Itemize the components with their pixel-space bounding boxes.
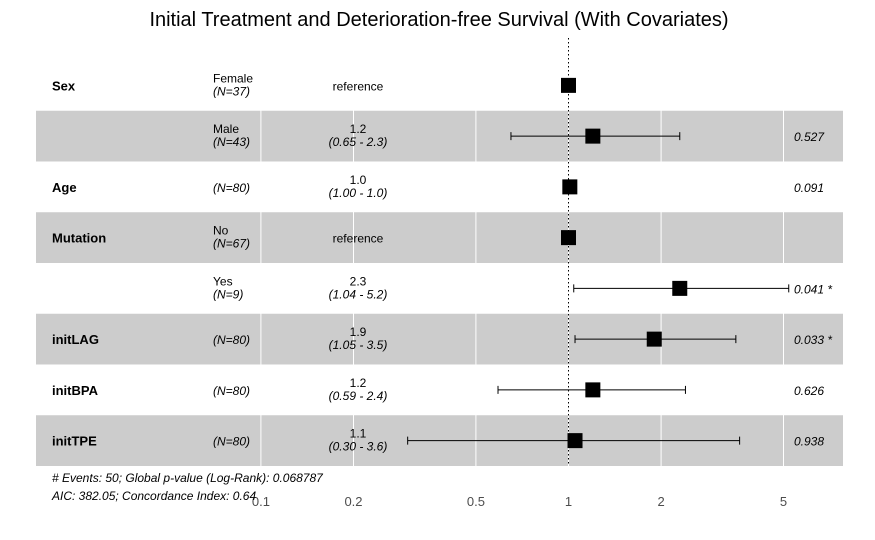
p-value-label: 0.527 — [794, 130, 825, 144]
forest-row: initBPA (N=80) 1.2(0.59 - 2.4) 0.626 — [52, 376, 824, 403]
row-band — [36, 212, 843, 263]
p-value-label: 0.091 — [794, 181, 824, 195]
x-axis-ticks: 0.1 0.2 0.5 1 2 5 — [252, 494, 787, 509]
x-tick-label: 5 — [780, 494, 787, 509]
level-label: Male — [213, 122, 239, 136]
forest-row: Yes(N=9) 2.3(1.04 - 5.2) 0.041 * — [213, 274, 832, 301]
forest-row: Age (N=80) 1.0(1.00 - 1.0) 0.091 — [52, 173, 824, 200]
hazard-ratio-point — [585, 128, 601, 144]
hazard-ratio-point — [562, 179, 578, 195]
n-label: (N=9) — [213, 287, 243, 301]
ci-label: (0.65 - 2.3) — [329, 135, 388, 149]
row-band — [36, 110, 843, 162]
p-value-label: 0.041 * — [794, 282, 832, 296]
forest-row: Sex Female(N=37) reference — [52, 71, 576, 98]
forest-row: initLAG (N=80) 1.9(1.05 - 3.5) 0.033 * — [52, 325, 832, 352]
variable-label: Age — [52, 180, 77, 195]
chart-title: Initial Treatment and Deterioration-free… — [149, 9, 728, 31]
forest-row: Mutation No(N=67) reference — [52, 224, 576, 251]
ci-label: (0.59 - 2.4) — [329, 389, 388, 403]
estimate-label: 1.2 — [350, 376, 367, 390]
n-label: (N=43) — [213, 135, 250, 149]
level-label: No — [213, 224, 229, 238]
level-label: Yes — [213, 274, 233, 288]
n-label: (N=80) — [213, 181, 250, 195]
p-value-label: 0.626 — [794, 384, 824, 398]
gridlines — [260, 38, 784, 466]
estimate-label: 1.9 — [350, 325, 367, 339]
variable-label: initTPE — [52, 434, 97, 449]
variable-label: initLAG — [52, 332, 99, 347]
forest-row: Male(N=43) 1.2(0.65 - 2.3) 0.527 — [213, 122, 825, 149]
level-label: Female — [213, 71, 253, 85]
hazard-ratio-point — [646, 331, 662, 347]
n-label: (N=67) — [213, 237, 250, 251]
rows: Sex Female(N=37) referenceMale(N=43)1.2(0.… — [52, 71, 832, 453]
x-tick-label: 1 — [565, 494, 572, 509]
ci-label: (0.30 - 3.6) — [329, 440, 388, 454]
ci-label: (1.00 - 1.0) — [329, 186, 388, 200]
n-label: (N=80) — [213, 384, 250, 398]
variable-label: Mutation — [52, 231, 106, 246]
x-tick-label: 2 — [657, 494, 664, 509]
n-label: (N=80) — [213, 435, 250, 449]
footnote-aic: AIC: 382.05; Concordance Index: 0.64 — [51, 489, 256, 503]
p-value-label: 0.033 * — [794, 333, 832, 347]
ci-label: (1.04 - 5.2) — [329, 287, 388, 301]
estimate-label: 1.1 — [350, 427, 367, 441]
estimate-label: reference — [333, 232, 384, 246]
footnote-events: # Events: 50; Global p-value (Log-Rank):… — [52, 471, 324, 485]
hazard-ratio-point — [672, 280, 688, 296]
p-value-label: 0.938 — [794, 435, 824, 449]
ci-label: (1.05 - 3.5) — [329, 338, 388, 352]
variable-label: initBPA — [52, 383, 99, 398]
x-tick-label: 0.1 — [252, 494, 270, 509]
hazard-ratio-point — [561, 77, 576, 93]
n-label: (N=80) — [213, 333, 250, 347]
variable-label: Sex — [52, 78, 76, 93]
estimate-label: 1.0 — [350, 173, 367, 187]
x-tick-label: 0.2 — [344, 494, 362, 509]
hazard-ratio-point — [585, 382, 601, 398]
n-label: (N=37) — [213, 84, 250, 98]
estimate-label: 2.3 — [350, 274, 367, 288]
estimate-label: 1.2 — [350, 122, 367, 136]
x-tick-label: 0.5 — [467, 494, 485, 509]
hazard-ratio-point — [567, 433, 583, 449]
hazard-ratio-point — [561, 230, 576, 246]
forest-row: initTPE (N=80) 1.1(0.30 - 3.6) 0.938 — [52, 427, 824, 454]
estimate-label: reference — [333, 79, 384, 93]
